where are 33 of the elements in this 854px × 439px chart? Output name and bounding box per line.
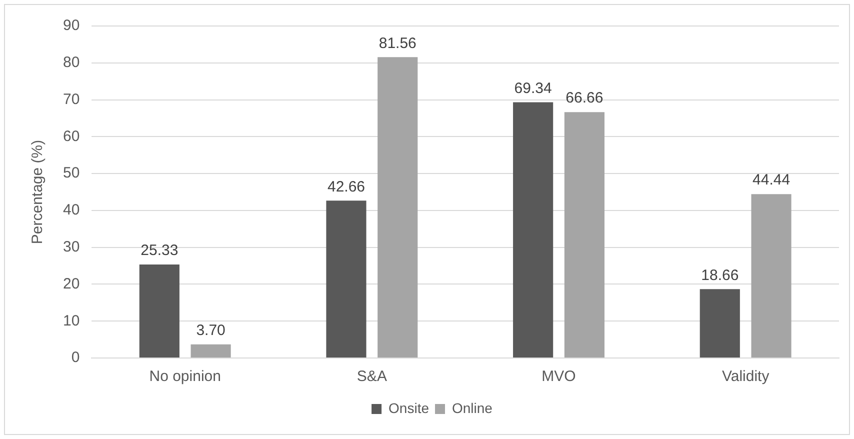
data-label: 81.56	[378, 34, 416, 52]
bar	[751, 194, 792, 358]
y-tick-label: 70	[62, 90, 80, 108]
bar	[700, 289, 740, 358]
y-tick-label: 20	[62, 275, 80, 292]
y-tick-label: 10	[62, 312, 80, 330]
data-label: 66.66	[566, 90, 604, 107]
y-tick-label: 50	[62, 164, 80, 182]
data-label: 44.44	[752, 172, 790, 189]
x-tick-label: No opinion	[149, 368, 221, 386]
y-tick-label: 40	[62, 202, 80, 219]
y-tick-label: 0	[71, 349, 80, 366]
y-tick-label: 60	[62, 128, 80, 145]
data-label: 69.34	[514, 80, 552, 97]
data-label: 42.66	[327, 178, 366, 196]
x-tick-label: MVO	[542, 368, 576, 386]
data-label: 25.33	[140, 242, 178, 260]
bar	[190, 344, 231, 358]
y-axis-title: Percentage (%)	[29, 140, 46, 244]
bar	[513, 102, 554, 358]
legend-label: Online	[452, 400, 493, 416]
y-tick-label: 90	[62, 17, 80, 34]
x-tick-label: S&A	[356, 368, 387, 386]
legend-label: Onsite	[388, 400, 430, 416]
data-label: 3.70	[196, 322, 226, 339]
x-tick-label: Validity	[722, 368, 770, 386]
bar	[564, 112, 604, 358]
bar	[139, 264, 180, 358]
y-tick-label: 30	[62, 238, 80, 256]
data-label: 18.66	[701, 266, 739, 284]
y-tick-label: 80	[62, 54, 80, 72]
bar	[326, 200, 366, 358]
bar	[378, 57, 418, 358]
